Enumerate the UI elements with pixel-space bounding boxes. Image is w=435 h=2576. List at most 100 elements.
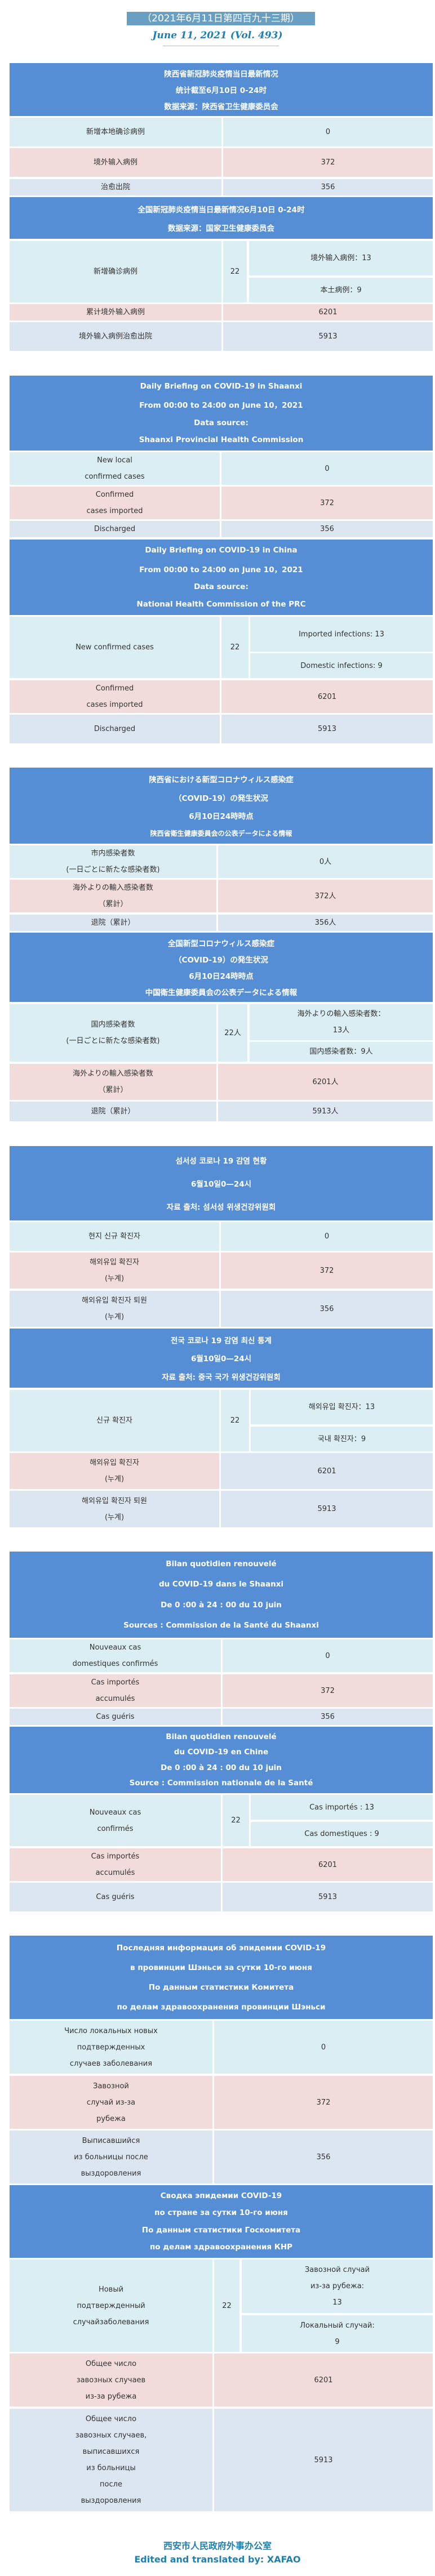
header-line: Daily Briefing on COVID-19 in China [145,546,298,555]
row-value: 0人 [218,845,433,878]
label-line: Confirmed [95,684,134,693]
header-line: Sources : Commission de la Santé du Shaa… [123,1620,319,1630]
header-line: 자료 출처: 중국 국가 위생건강위원회 [162,1372,281,1382]
row-label: Общее число завозных случаев из-за рубежа [10,2354,212,2406]
header-line: 全国新型コロナウィルス感染症 [168,939,274,949]
row-label: 해외유입 확진자 (누계) [10,1453,219,1489]
row-value: 5913人 [218,1102,433,1121]
label-line: 해외유입 확진자 [90,1258,139,1267]
row-value: 6201人 [218,1064,433,1100]
issue-banner: （2021年6月11日第四百九十三期） [127,12,315,25]
label-line: завозных случаев, [75,2431,147,2440]
label-line: 境外输入病例 [93,158,137,167]
row-label: 신규 확진자 [10,1390,219,1451]
header-line: （COVID-19）の発生状況 [174,956,268,965]
row-value: 356 [223,179,433,195]
header-line: De 0 :00 à 24 : 00 du 10 juin [161,1600,282,1610]
label-line: domestiques confirmés [72,1660,158,1668]
label-line: (누계) [104,1475,125,1483]
label-line: 新增本地确诊病例 [86,128,145,136]
row-value: 0 [214,2021,433,2074]
label-line: 新增确诊病例 [93,268,137,276]
header-line: 6월10일0—24시 [190,1179,252,1189]
footer-credit: Edited and translated by: XAFAO [134,2554,301,2565]
sub-domestic: 국내 확진자：9 [251,1427,433,1451]
row-label: Discharged [10,715,220,743]
row-value: 6201 [214,2354,433,2406]
header-line: Data source: [194,582,248,592]
label-line: (누계) [104,1513,125,1522]
header-line: 统计截至6月10日 0-24时 [175,86,267,95]
label-line: Новый [98,2285,124,2294]
sub-line: Domestic infections: 9 [300,661,383,670]
label-line: Cas importés [91,1678,140,1687]
label-line: выздоровления [81,2497,141,2505]
row-value: 0 [223,1639,433,1672]
label-line: (누계) [104,1274,125,1283]
label-line: 해외유입 확진자 [90,1459,139,1467]
sub-line: Завозной случай [304,2266,370,2274]
row-label: Confirmed cases imported [10,487,220,519]
label-line: confirmed cases [85,473,145,481]
table-header: Bilan quotidien renouvelé du COVID-19 en … [10,1727,433,1793]
label-line: завозных случаев [76,2376,146,2385]
row-label: 新增确诊病例 [10,241,221,302]
label-line: из больницы после [74,2152,148,2161]
sub-line: 해외유입 확진자：13 [308,1403,375,1411]
label-line: Cas guéris [96,1893,135,1901]
header-line: по делам здравоохранения КНР [149,2242,293,2252]
issue-date: June 11, 2021 (Vol. 493) [152,30,283,41]
label-line: Cas importés [91,1852,140,1861]
row-label: Nouveaux cas confirmés [10,1795,221,1846]
label-line: рубежа [96,2114,126,2123]
table-header: Сводка эпидемии COVID-19 по стране за сут… [10,2185,433,2258]
label-line: (一日ごとに新たな感染者数) [66,1037,160,1045]
header-line: 6月10日24時時点 [189,971,254,981]
label-line: New confirmed cases [76,643,154,652]
label-line: (누계) [104,1313,125,1321]
row-label: 新增本地确诊病例 [10,118,221,146]
row-value: 5913 [223,322,433,351]
row-value: 6201 [221,1453,433,1489]
row-value: 5913 [214,2409,433,2511]
sub-domestic: 国内感染者数：9人 [250,1042,433,1062]
header-line: по стране за сутки 10-го июня [154,2208,288,2218]
header-line: De 0 :00 à 24 : 00 du 10 juin [161,1763,282,1772]
label-line: 신규 확진자 [96,1416,132,1425]
sub-domestic: 本土病例：9 [249,278,433,302]
label-line: Cas guéris [96,1713,135,1721]
row-value: 6201 [223,304,433,320]
label-line: 国内感染者数 [91,1020,135,1029]
row-label: 退院（累計） [10,915,216,931]
table-header: Daily Briefing on COVID-19 in China From … [10,540,433,615]
row-label: Nouveaux cas domestiques confirmés [10,1639,221,1672]
row-label: 境外输入病例治愈出院 [10,322,221,351]
header-line: National Health Commission of the PRC [136,599,306,609]
sub-line: 国内感染者数：9人 [309,1048,373,1056]
label-line: Общее число [85,2359,137,2368]
header-line: в провинции Шэньси за сутки 10-го июня [130,1963,312,1972]
row-label: 治愈出院 [10,179,221,195]
label-line: New local [97,456,132,465]
label-line: Discharged [94,725,136,733]
label-line: из больницы [86,2464,136,2472]
label-line: Nouveaux cas [89,1643,141,1652]
row-label: 海外よりの輸入感染者数 （累計） [10,880,216,912]
header-line: 6月10日24時時点 [189,812,254,822]
row-label: Завозной случай из-за рубежа [10,2076,212,2129]
sub-imported: 境外输入病例：13 [249,241,433,275]
row-label: Новый подтвержденный случайзаболевания [10,2259,212,2352]
header-line: По данным статистики Госкомитета [141,2225,301,2235]
row-label: Общее число завозных случаев, выписавшихся… [10,2409,212,2511]
sub-line: 本土病例：9 [320,286,362,295]
header-line: 数据来源：陕西省卫生健康委员会 [164,102,278,112]
row-label: 海外よりの輸入感染者数 （累計） [10,1064,216,1100]
label-line: Завозной [93,2082,129,2091]
label-line: (一日ごとに新たな感染者数) [66,866,160,874]
label-line: 海外よりの輸入感染者数 [73,884,153,892]
label-line: 해외유입 확진자 퇴원 [82,1496,147,1505]
row-value: 372 [223,148,433,177]
label-line: 治愈出院 [100,183,130,191]
label-line: из-за рубежа [85,2392,137,2401]
row-total-value: 22 [221,617,248,678]
